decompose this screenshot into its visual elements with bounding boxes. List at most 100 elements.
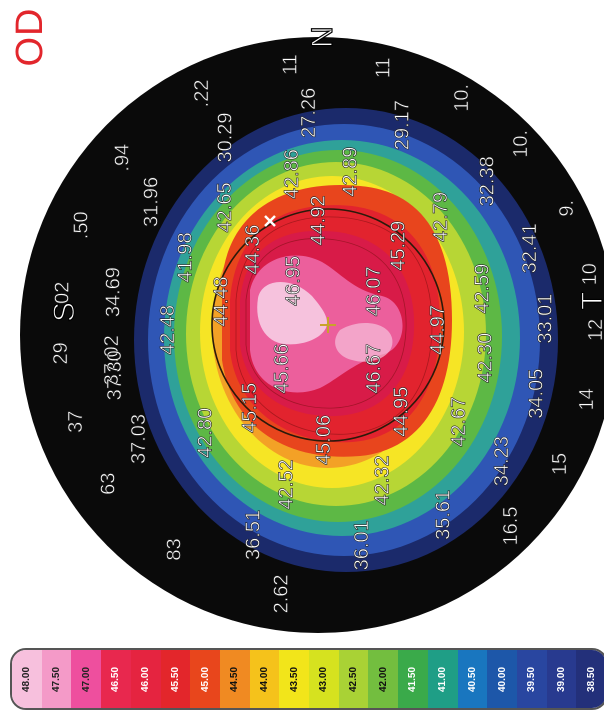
reading-value: 34.05 xyxy=(526,369,548,419)
reading-value: 14 xyxy=(576,388,598,410)
reading-value: 10. xyxy=(510,130,532,158)
reading-value: 44.95 xyxy=(391,387,413,437)
reading-value: 46.07 xyxy=(363,266,385,316)
legend-swatch: 43.50 xyxy=(279,650,310,708)
legend-value: 47.00 xyxy=(80,666,92,692)
legend-value: 39.50 xyxy=(526,666,538,692)
legend-swatch: 44.00 xyxy=(249,650,280,708)
reading-value: 37 xyxy=(65,411,87,433)
reading-value: 36.01 xyxy=(351,520,373,570)
reading-value: .22 xyxy=(191,79,213,107)
legend-value: 47.50 xyxy=(51,666,63,692)
reading-value: 42.48 xyxy=(157,305,179,355)
reading-value: 42.86 xyxy=(281,149,303,199)
reading-value: 29.17 xyxy=(392,100,414,150)
legend-swatch: 44.50 xyxy=(219,650,250,708)
reading-value: 42.80 xyxy=(194,408,216,458)
legend-swatch: 47.50 xyxy=(41,650,72,708)
reading-value: 63 xyxy=(98,473,120,495)
legend-value: 40.50 xyxy=(466,666,478,692)
reading-value: 12 xyxy=(585,319,604,341)
reading-value: 83 xyxy=(163,538,185,560)
reading-value: 37.02 xyxy=(101,335,123,385)
legend-swatch: 41.50 xyxy=(398,650,428,708)
reading-value: 42.89 xyxy=(339,147,361,197)
legend-swatch: 40.50 xyxy=(457,650,488,708)
reading-value: 42.79 xyxy=(430,192,452,242)
reading-value: .50 xyxy=(70,211,92,239)
legend-swatch: 43.00 xyxy=(309,650,339,708)
contour-lines xyxy=(235,216,433,435)
reading-value: 30.29 xyxy=(215,112,237,162)
reading-value: 42.65 xyxy=(214,182,236,232)
center-crosshair xyxy=(320,317,336,333)
legend-value: 45.00 xyxy=(199,666,211,692)
reading-value: 35.61 xyxy=(433,490,455,540)
meridian-label-n: N xyxy=(306,26,339,48)
keratometry-readings: 37 29 02 .50 .94 .22 11 11 10. 10. 9. 10 12 14 15 16.5 6… xyxy=(50,54,604,614)
reading-value: 44.92 xyxy=(307,195,329,245)
cornea-disc xyxy=(20,37,604,633)
legend-swatch: 42.00 xyxy=(368,650,399,708)
reading-value: 37.30 xyxy=(104,350,126,400)
legend-value: 42.50 xyxy=(348,666,360,692)
meridian-label-t: T xyxy=(576,292,604,310)
legend-swatch: 47.00 xyxy=(71,650,102,708)
reading-value: .94 xyxy=(112,144,134,172)
light-pink-zone-2 xyxy=(335,323,393,362)
reading-value: 34.23 xyxy=(491,436,513,486)
reading-value: 44.48 xyxy=(211,276,233,326)
legend-swatch: 38.50 xyxy=(576,650,604,708)
legend-swatch: 42.50 xyxy=(338,650,369,708)
reading-value: 10. xyxy=(451,84,473,112)
legend-value: 41.50 xyxy=(407,666,419,692)
legend-value: 45.50 xyxy=(169,666,181,692)
legend-swatch: 41.00 xyxy=(427,650,458,708)
reading-value: 42.32 xyxy=(372,455,394,505)
reading-value: 36.51 xyxy=(242,510,264,560)
legend-value: 44.50 xyxy=(229,666,241,692)
legend-swatch: 46.50 xyxy=(101,650,131,708)
diopter-color-scale: 48.00 47.50 47.00 46.50 46.00 45.50 45.00 44.50… xyxy=(10,648,604,710)
reading-value: 45.29 xyxy=(388,221,410,271)
meridian-label-s: S xyxy=(48,302,81,322)
legend-value: 44.00 xyxy=(258,666,270,692)
reading-value: 44.97 xyxy=(427,305,449,355)
legend-swatch: 39.00 xyxy=(546,650,577,708)
reading-value: 32.38 xyxy=(476,156,498,206)
legend-value: 40.00 xyxy=(496,666,508,692)
reading-value: 2.62 xyxy=(271,574,293,613)
reading-value: 9. xyxy=(556,200,578,217)
reading-value: 41.98 xyxy=(174,232,196,282)
reading-value: 42.52 xyxy=(276,459,298,509)
legend-value: 46.00 xyxy=(140,666,152,692)
light-pink-zone xyxy=(257,281,328,345)
legend-value: 41.00 xyxy=(437,666,449,692)
legend-value: 43.50 xyxy=(288,666,300,692)
reading-value: 46.67 xyxy=(363,344,385,394)
reading-value: 02 xyxy=(52,282,74,304)
reading-value: 15 xyxy=(549,453,571,475)
reading-value: 27.26 xyxy=(298,88,320,138)
legend-swatch: 45.50 xyxy=(160,650,191,708)
reading-value: 45.66 xyxy=(271,344,293,394)
reading-value: 44.36 xyxy=(242,225,264,275)
reading-value: 31.96 xyxy=(141,177,163,227)
reading-value: 32.41 xyxy=(519,223,541,273)
legend-value: 39.00 xyxy=(556,666,567,692)
legend-value: 38.50 xyxy=(585,666,597,692)
legend-swatch: 45.00 xyxy=(190,650,220,708)
reading-value: 33.01 xyxy=(535,294,557,344)
reading-value: 29 xyxy=(50,342,72,364)
legend-value: 48.00 xyxy=(21,666,33,692)
reading-value: 34.69 xyxy=(102,267,124,317)
legend-value: 43.00 xyxy=(318,666,330,692)
legend-swatch: 39.50 xyxy=(516,650,547,708)
legend-swatch: 40.00 xyxy=(487,650,517,708)
reading-value: 42.67 xyxy=(448,397,470,447)
legend-value: 46.50 xyxy=(110,666,122,692)
legend-swatch: 48.00 xyxy=(12,650,42,708)
apex-marker xyxy=(264,215,276,227)
reading-value: 42.30 xyxy=(475,333,497,383)
